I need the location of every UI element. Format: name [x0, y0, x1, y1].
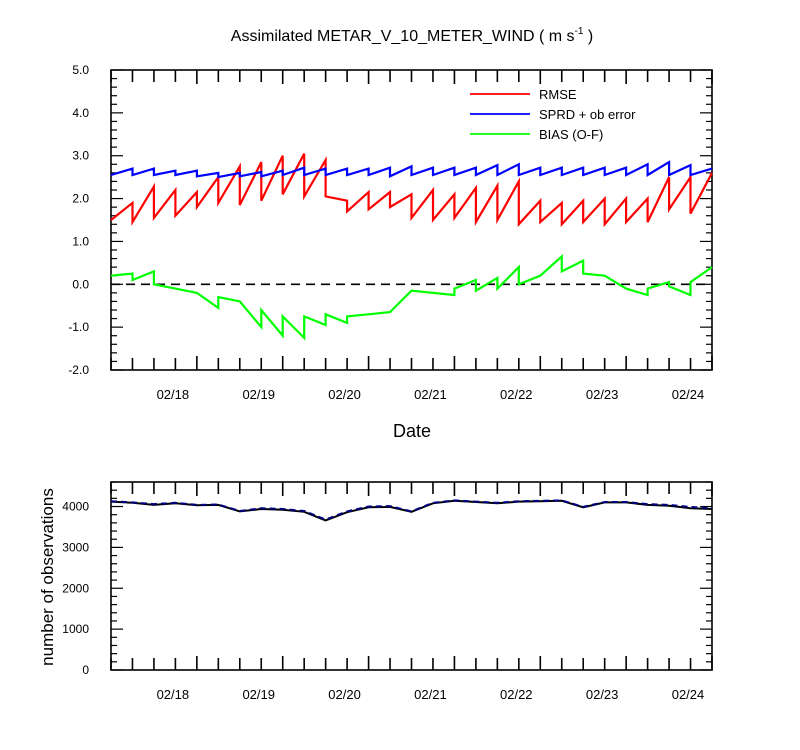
y-tick-label: 3000: [62, 540, 89, 554]
top-plot: 02/18 02/19 02/20 02/21 02/22 02/23 02/24 -2.0 -…: [68, 63, 713, 402]
series-line-1: [110, 499, 713, 521]
x-tick-label: 02/23: [586, 387, 619, 402]
chart-title-superscript: -1: [575, 26, 584, 37]
series-line-0: [110, 153, 713, 228]
x-tick-label: 02/21: [414, 387, 447, 402]
series-line-2: [110, 253, 713, 341]
y-tick-label: 3.0: [72, 149, 89, 163]
y-tick-label: 4000: [62, 500, 89, 514]
y-tick-label: 4.0: [72, 106, 89, 120]
series-line-1: [110, 160, 713, 179]
x-tick-label: 02/19: [242, 687, 275, 702]
x-tick-label: 02/20: [328, 387, 361, 402]
y-tick-label: 2.0: [72, 192, 89, 206]
x-tick-label: 02/23: [586, 687, 619, 702]
y-tick-label: 5.0: [72, 63, 89, 77]
chart-title-end: ): [583, 28, 593, 45]
y-tick-label: 0: [82, 663, 89, 677]
x-tick-label: 02/18: [157, 387, 190, 402]
series-line-0: [110, 499, 713, 522]
plot-frame: [110, 481, 713, 671]
y-tick-label: -1.0: [68, 320, 89, 334]
y-tick-label: -2.0: [68, 363, 89, 377]
x-tick-label: 02/22: [500, 387, 533, 402]
y-tick-label: 0.0: [72, 277, 89, 291]
chart-title: Assimilated METAR_V_10_METER_WIND ( m s-…: [231, 26, 593, 45]
x-tick-label: 02/24: [672, 387, 705, 402]
x-tick-label: 02/20: [328, 687, 361, 702]
x-tick-label: 02/18: [157, 687, 190, 702]
x-axis-label: Date: [393, 421, 431, 441]
y-tick-label: 1.0: [72, 234, 89, 248]
x-tick-label: 02/22: [500, 687, 533, 702]
legend-label: RMSE: [539, 87, 577, 102]
y-axis-label-observations: number of observations: [38, 488, 57, 666]
legend-label: BIAS (O-F): [539, 127, 603, 142]
x-tick-label: 02/21: [414, 687, 447, 702]
y-tick-label: 1000: [62, 622, 89, 636]
x-tick-label: 02/19: [242, 387, 275, 402]
y-tick-label: 2000: [62, 581, 89, 595]
bottom-plot: 02/18 02/19 02/20 02/21 02/22 02/23 02/24 0 1000…: [62, 481, 713, 702]
legend-label: SPRD + ob error: [539, 107, 636, 122]
chart-title-main: Assimilated METAR_V_10_METER_WIND ( m s: [231, 28, 575, 45]
x-tick-label: 02/24: [672, 687, 705, 702]
